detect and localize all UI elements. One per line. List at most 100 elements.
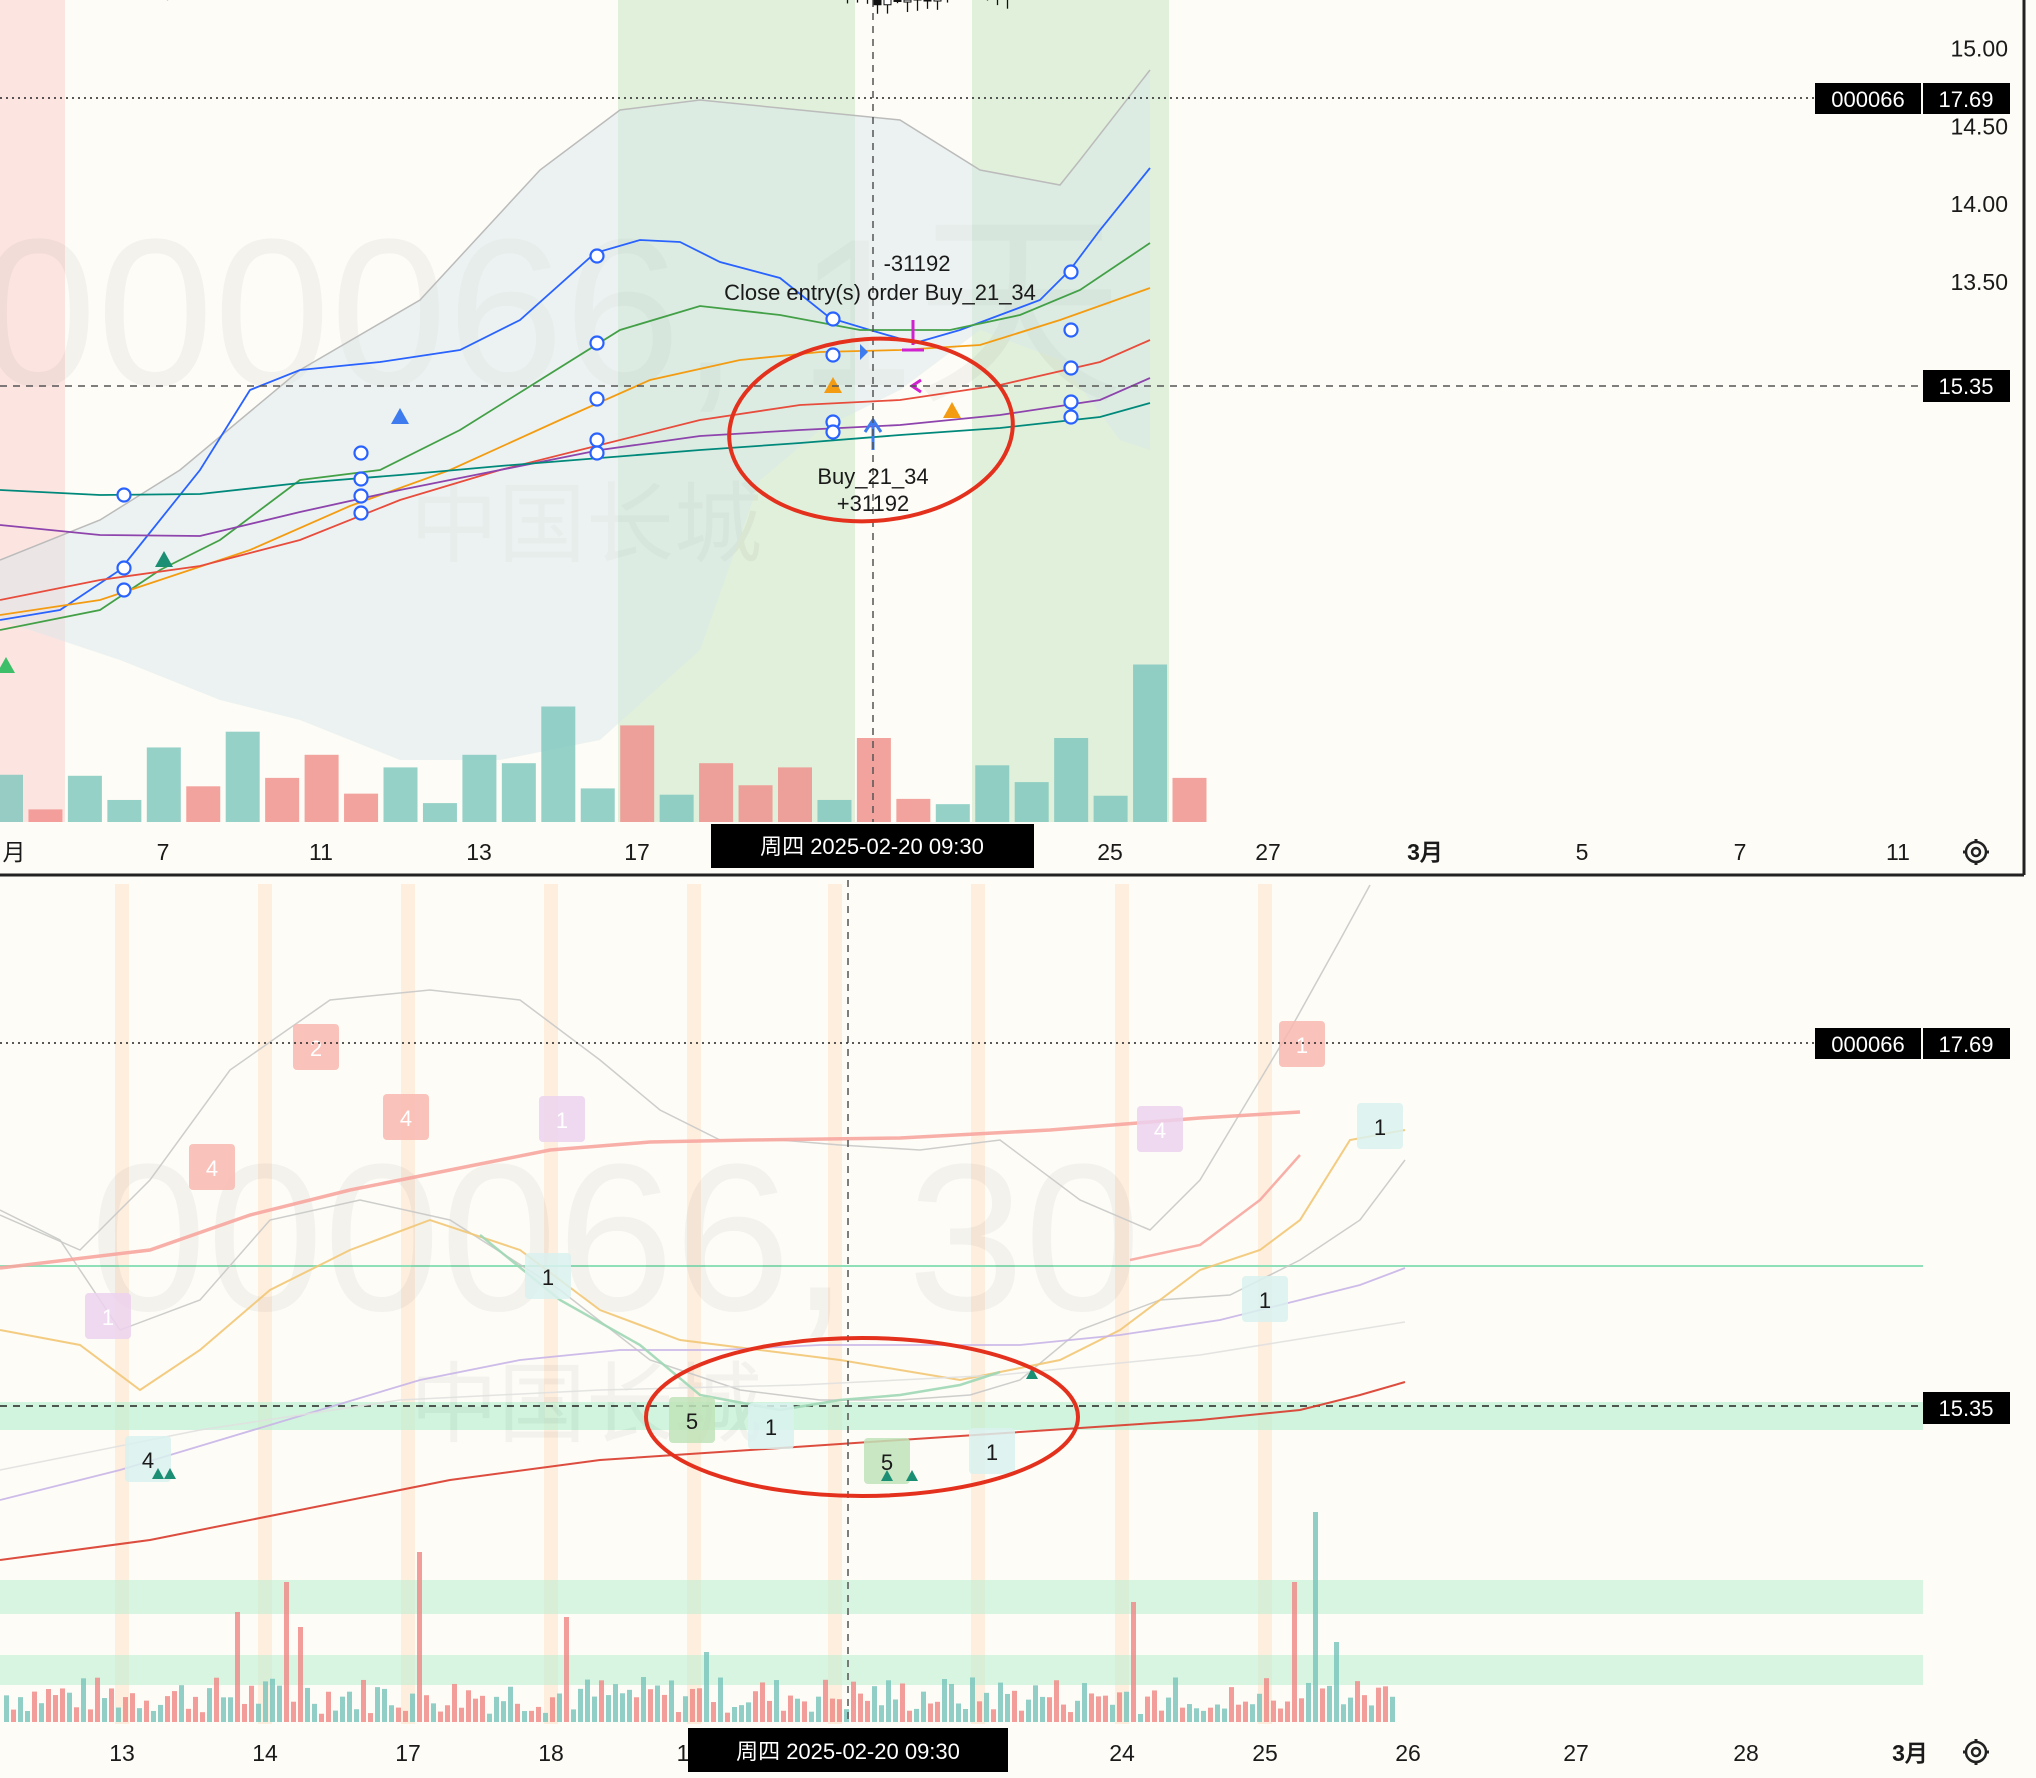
volume-bar (1383, 1686, 1388, 1722)
volume-bar (606, 1695, 611, 1722)
volume-bar (739, 1705, 744, 1722)
ma-cross-marker (1063, 360, 1079, 376)
volume-bar (1229, 1687, 1234, 1722)
volume-bar (659, 794, 694, 822)
volume-band (0, 1655, 1923, 1685)
volume-bar (1348, 1697, 1353, 1722)
date-tick-label: 24 (1109, 1740, 1135, 1766)
gear-icon[interactable] (1963, 839, 1989, 865)
signal-triangle (152, 1468, 164, 1479)
volume-bar (778, 767, 812, 822)
time-axis[interactable]: 月 7 11 13 17 25 27 3月 5 7 11 (3, 839, 1910, 865)
volume-bar (1194, 1708, 1199, 1722)
volume-bar (422, 803, 457, 822)
volume-bar (669, 1680, 674, 1722)
date-tick-label: 13 (109, 1740, 135, 1766)
daily-chart-panel[interactable]: 000066, 1天 中国长城 -31192 Close entry(s) or… (0, 0, 2026, 877)
volume-bar (1019, 1710, 1024, 1722)
volume-bar (249, 1685, 254, 1722)
volume-bar (116, 1707, 121, 1722)
band-upper (0, 69, 1151, 561)
volume-bar (928, 1703, 933, 1722)
volume-bar (165, 1696, 170, 1722)
volume-bar (949, 1683, 954, 1722)
volume-bar (144, 1700, 149, 1722)
signal-triangle (0, 657, 15, 673)
volume-bar (312, 1703, 317, 1722)
volume-bar (914, 1708, 919, 1722)
price-tick-label: 15.00 (1950, 36, 2008, 62)
volume-bar (620, 725, 655, 822)
volume-bar (1243, 1701, 1248, 1722)
volume-bar (354, 1709, 359, 1722)
volume-bar (137, 1708, 142, 1722)
time-axis[interactable]: 13 14 17 18 1 24 25 26 27 28 3月 (109, 1740, 1928, 1766)
indicator-line (0, 1321, 1406, 1471)
volume-bar (109, 1688, 114, 1722)
count-tag-label: 1 (102, 1305, 114, 1330)
price-axis[interactable]: 18.5018.0017.5017.0016.5016.0015.5015.00… (1950, 0, 2008, 295)
count-tag: 1 (539, 1096, 585, 1142)
volume-bar (67, 775, 102, 822)
volume-bar (515, 1703, 520, 1722)
count-tag-box (293, 1024, 339, 1070)
volume-bar (39, 1703, 44, 1722)
gear-icon[interactable] (1963, 1739, 1989, 1765)
candle (913, 0, 922, 11)
volume-bar (627, 1689, 632, 1722)
count-tag: 1 (1357, 1103, 1403, 1149)
volume-bar (725, 1712, 730, 1722)
volume-bar (1369, 1705, 1374, 1722)
volume-bar (970, 1677, 975, 1722)
volume-bar (738, 785, 773, 822)
volume-bar (585, 1679, 590, 1722)
volume-bar (816, 1696, 821, 1722)
candle-body (903, 0, 912, 3)
volume-bar (265, 777, 300, 822)
volume-bar (438, 1711, 443, 1722)
volume-bar (662, 1694, 667, 1722)
date-tick-label: 17 (624, 839, 650, 865)
signal-triangle (1026, 1368, 1038, 1379)
volume-bars (0, 664, 1207, 822)
candlesticks[interactable] (4, 0, 1381, 14)
candle (873, 0, 882, 14)
volume-bar (1362, 1695, 1367, 1722)
volume-bar (200, 1712, 205, 1722)
volume-bar (270, 1678, 275, 1722)
candle-body (873, 0, 882, 6)
ma-cross-marker (353, 471, 369, 487)
date-tick-label: 27 (1255, 839, 1281, 865)
count-tag-box (1242, 1276, 1288, 1322)
svg-text:周四 2025-02-20 09:30: 周四 2025-02-20 09:30 (760, 834, 984, 859)
signal-triangle (155, 551, 173, 567)
candle (866, 0, 869, 4)
date-tick-label: 14 (252, 1740, 278, 1766)
volume-bar (1187, 1704, 1192, 1722)
volume-bar (1334, 1642, 1339, 1722)
candle-body (923, 0, 932, 2)
volume-bar (225, 731, 260, 822)
candle (946, 0, 949, 3)
count-tag: 4 (1137, 1106, 1183, 1152)
volume-bar (284, 1582, 289, 1722)
volume-bar (53, 1695, 58, 1722)
volume-bar (326, 1691, 331, 1722)
volume-bar (817, 799, 852, 822)
volume-bar (494, 1696, 499, 1722)
signal-triangle (164, 1468, 176, 1479)
volume-bar (1292, 1582, 1297, 1722)
count-tag: 4 (189, 1144, 235, 1190)
volume-bar (1172, 777, 1207, 822)
volume-bar (613, 1684, 618, 1722)
volume-bar (536, 1706, 541, 1722)
volume-bar (529, 1710, 534, 1722)
volume-bar (1264, 1678, 1269, 1722)
entry-tick (860, 344, 868, 360)
volume-bar (690, 1688, 695, 1722)
volume-bar (1075, 1700, 1080, 1722)
volume-bar (4, 1695, 9, 1722)
volume-bar (18, 1697, 23, 1722)
